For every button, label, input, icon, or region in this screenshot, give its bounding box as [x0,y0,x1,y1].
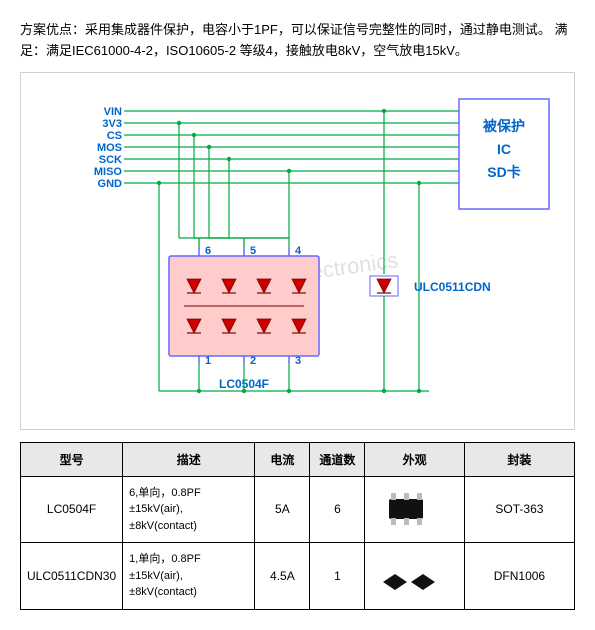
table-header: 封装 [464,442,574,476]
appearance-cell [365,476,464,543]
svg-text:3: 3 [295,355,301,367]
svg-text:SD卡: SD卡 [487,164,520,180]
component-table: 型号描述电流通道数外观封装 LC0504F6,单向，0.8PF±15kV(air… [20,442,575,610]
appearance-cell [365,543,464,610]
table-row: LC0504F6,单向，0.8PF±15kV(air),±8kV(contact… [21,476,575,543]
svg-text:GND: GND [98,178,123,190]
svg-text:IC: IC [497,141,511,157]
svg-text:被保护: 被保护 [483,118,525,134]
svg-text:VIN: VIN [104,106,122,118]
table-header: 电流 [255,442,310,476]
svg-text:SCK: SCK [99,154,122,166]
svg-text:CS: CS [107,130,122,142]
table-header: 通道数 [310,442,365,476]
svg-text:6: 6 [205,245,211,257]
svg-text:MOS: MOS [97,142,122,154]
table-header: 型号 [21,442,123,476]
svg-text:2: 2 [250,355,256,367]
table-row: ULC0511CDN301,单向，0.8PF±15kV(air),±8kV(co… [21,543,575,610]
circuit-diagram: Leiditech ElectronicsVIN3V3CSMOSSCKMISOG… [20,72,575,430]
svg-text:5: 5 [250,245,256,257]
table-header: 描述 [123,442,255,476]
svg-text:1: 1 [205,355,211,367]
svg-text:4: 4 [295,245,302,257]
table-header: 外观 [365,442,464,476]
svg-text:MISO: MISO [94,166,123,178]
description-text: 方案优点：采用集成器件保护，电容小于1PF，可以保证信号完整性的同时，通过静电测… [20,20,575,62]
svg-text:ULC0511CDN: ULC0511CDN [414,280,491,294]
svg-text:3V3: 3V3 [102,118,122,130]
